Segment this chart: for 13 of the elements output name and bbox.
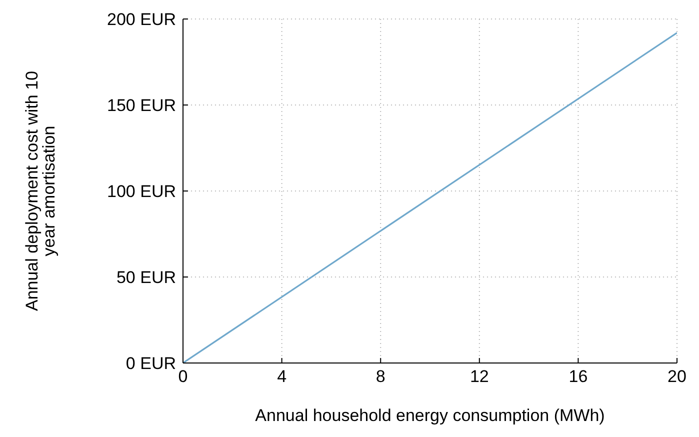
x-tick-label: 16	[568, 367, 588, 386]
y-tick-label: 150 EUR	[107, 96, 176, 116]
y-tick-label: 0 EUR	[126, 354, 176, 374]
x-axis-title: Annual household energy consumption (MWh)	[255, 406, 605, 425]
x-tick-label: 0	[178, 367, 188, 386]
y-tick-label: 50 EUR	[116, 268, 176, 288]
y-tick-label: 200 EUR	[107, 10, 176, 30]
x-tick-label: 20	[668, 367, 686, 386]
x-tick-label: 4	[277, 367, 287, 386]
x-tick-label: 8	[376, 367, 386, 386]
y-axis-title: Annual deployment cost with 10 year amortisation	[22, 70, 59, 312]
x-tick-label: 12	[470, 367, 489, 386]
y-tick-label: 100 EUR	[107, 182, 176, 202]
